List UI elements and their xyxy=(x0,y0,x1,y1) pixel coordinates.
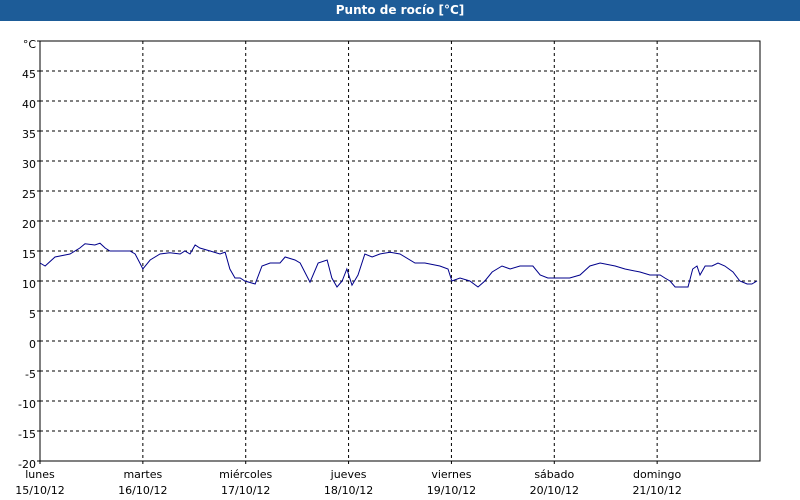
x-tick-date: 18/10/12 xyxy=(324,484,373,497)
x-tick-label: sábado xyxy=(534,468,574,481)
y-tick-label: 35 xyxy=(22,128,36,141)
x-tick-date: 16/10/12 xyxy=(118,484,167,497)
x-tick-label: martes xyxy=(123,468,162,481)
y-tick-label: 5 xyxy=(29,308,36,321)
x-tick-label: lunes xyxy=(25,468,55,481)
y-tick-label: 25 xyxy=(22,188,36,201)
y-tick-label: -20 xyxy=(18,458,36,471)
x-tick-label: jueves xyxy=(330,468,367,481)
y-tick-label: 20 xyxy=(22,218,36,231)
y-tick-label: -15 xyxy=(18,428,36,441)
x-tick-date: 15/10/12 xyxy=(15,484,64,497)
x-tick-label: miércoles xyxy=(219,468,272,481)
y-tick-label: 30 xyxy=(22,158,36,171)
x-tick-date: 17/10/12 xyxy=(221,484,270,497)
y-tick-label: -5 xyxy=(25,368,36,381)
x-tick-label: viernes xyxy=(431,468,471,481)
y-tick-label: 0 xyxy=(29,338,36,351)
x-tick-label: domingo xyxy=(633,468,681,481)
y-tick-label: 15 xyxy=(22,248,36,261)
x-tick-date: 21/10/12 xyxy=(632,484,681,497)
plot-frame xyxy=(39,40,761,462)
data-line xyxy=(39,242,758,288)
y-tick-label: 10 xyxy=(22,278,36,291)
x-tick-date: 20/10/12 xyxy=(530,484,579,497)
y-tick-label: 45 xyxy=(22,68,36,81)
y-tick-label: 40 xyxy=(22,98,36,111)
y-tick-label: -10 xyxy=(18,398,36,411)
x-tick-date: 19/10/12 xyxy=(427,484,476,497)
title-bar: Punto de rocío [°C] xyxy=(0,0,800,21)
y-tick-label: °C xyxy=(23,38,37,51)
